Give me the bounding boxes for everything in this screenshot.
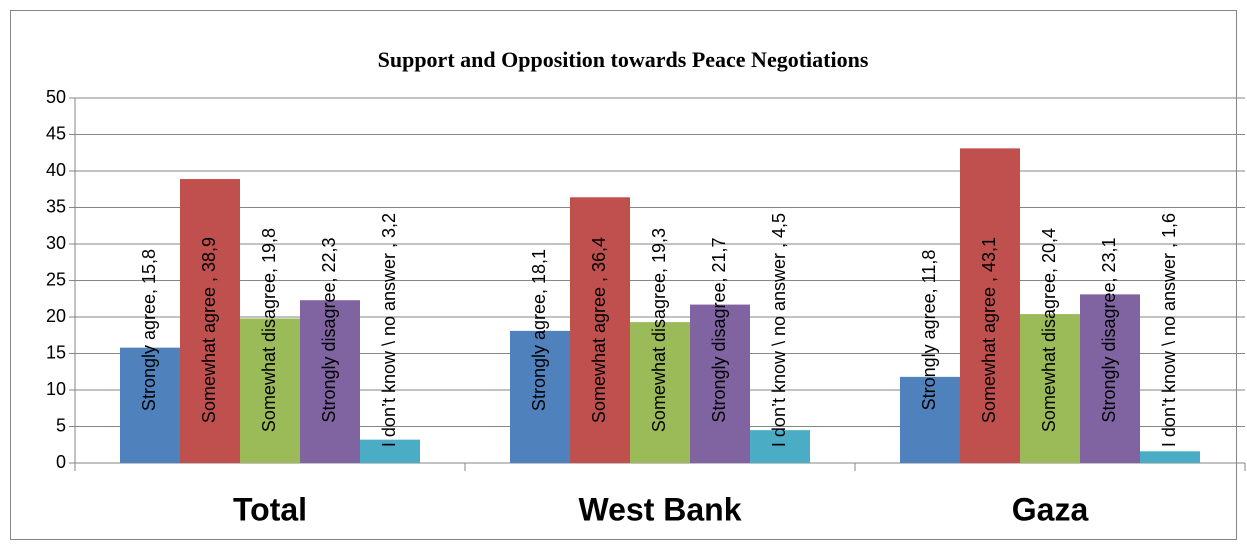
bar: [360, 439, 420, 463]
bar: [750, 430, 810, 463]
data-label: Strongly disagree, 23,1: [1099, 237, 1119, 422]
bar: [900, 376, 960, 463]
x-tick-label: Gaza: [1012, 491, 1089, 527]
y-tick-label: 35: [46, 196, 66, 216]
data-label: Somewhat agree , 43,1: [979, 237, 999, 423]
y-tick-label: 10: [46, 379, 66, 399]
bar: [120, 347, 180, 463]
bar: [960, 148, 1020, 463]
bar: [510, 330, 570, 463]
y-tick-label: 20: [46, 306, 66, 326]
bar: [180, 179, 240, 463]
data-label: Somewhat agree , 36,4: [589, 237, 609, 423]
y-tick-label: 40: [46, 160, 66, 180]
bar: [300, 300, 360, 463]
bar: [1020, 314, 1080, 463]
y-tick-label: 25: [46, 269, 66, 289]
data-label: Somewhat disagree, 19,3: [649, 228, 669, 432]
bar: [630, 322, 690, 463]
x-tick-label: Total: [233, 491, 307, 527]
data-label: Strongly agree, 11,8: [919, 250, 939, 411]
data-label: Somewhat disagree, 19,8: [259, 228, 279, 432]
y-tick-label: 0: [56, 452, 66, 472]
data-label: Somewhat disagree, 20,4: [1039, 228, 1059, 432]
bar: [690, 304, 750, 463]
chart-title: Support and Opposition towards Peace Neg…: [378, 47, 869, 72]
data-label: Strongly disagree, 21,7: [709, 237, 729, 422]
bar: [240, 318, 300, 463]
data-label: I don’t know \ no answer , 1,6: [1159, 213, 1179, 447]
data-label: I don’t know \ no answer , 3,2: [379, 213, 399, 447]
y-tick-label: 5: [56, 415, 66, 435]
bar: [570, 197, 630, 463]
bar: [1080, 294, 1140, 463]
y-tick-label: 45: [46, 123, 66, 143]
data-label: Strongly agree, 15,8: [139, 249, 159, 411]
y-tick-label: 15: [46, 342, 66, 362]
bar: [1140, 451, 1200, 463]
x-tick-label: West Bank: [578, 491, 741, 527]
y-tick-label: 30: [46, 233, 66, 253]
data-label: Strongly agree, 18,1: [529, 249, 549, 411]
data-label: I don’t know \ no answer , 4,5: [769, 213, 789, 447]
data-label: Strongly disagree, 22,3: [319, 237, 339, 422]
data-label: Somewhat agree , 38,9: [199, 237, 219, 423]
y-tick-label: 50: [46, 87, 66, 107]
